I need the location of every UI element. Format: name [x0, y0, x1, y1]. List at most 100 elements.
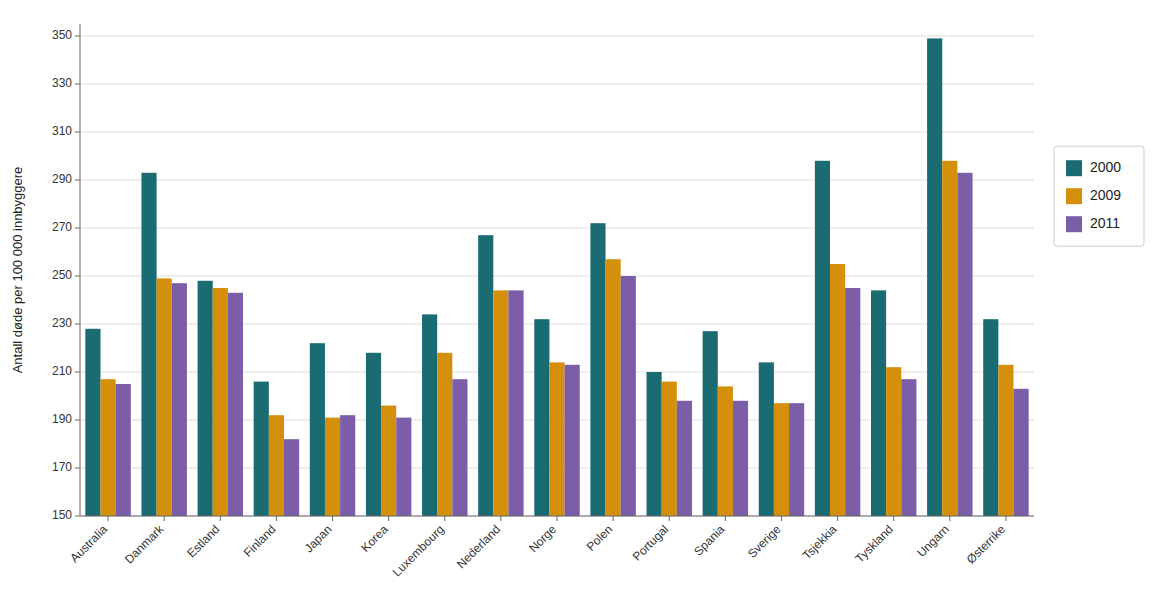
x-tick [220, 516, 221, 521]
grid-line [80, 36, 1034, 37]
x-tick [781, 516, 782, 521]
y-tick-label: 230 [52, 316, 72, 330]
x-tick-label: Nederland [454, 522, 503, 571]
grid-line [80, 180, 1034, 181]
y-tick [75, 468, 80, 469]
x-tick-label: Norge [526, 522, 559, 555]
bar [733, 401, 748, 516]
chart-container: 150170190210230250270290310330350Austral… [0, 0, 1164, 616]
x-tick-label: Danmark [122, 522, 167, 567]
y-tick [75, 84, 80, 85]
x-tick [500, 516, 501, 521]
legend-frame [1054, 146, 1144, 246]
grid-line [80, 228, 1034, 229]
bar [141, 173, 156, 516]
x-tick-label: Tyskland [852, 522, 895, 565]
y-tick [75, 180, 80, 181]
y-tick-label: 210 [52, 364, 72, 378]
chart-svg: 150170190210230250270290310330350Austral… [0, 0, 1164, 616]
bar [590, 223, 605, 516]
legend-label: 2009 [1090, 187, 1121, 203]
grid-line [80, 84, 1034, 85]
grid-line [80, 132, 1034, 133]
bar [886, 367, 901, 516]
bar [157, 278, 172, 516]
bar [759, 362, 774, 516]
x-tick-label: Korea [358, 522, 391, 555]
x-tick [444, 516, 445, 521]
bar [845, 288, 860, 516]
x-tick-label: Ungarn [914, 522, 952, 560]
y-tick-label: 290 [52, 172, 72, 186]
x-tick [332, 516, 333, 521]
legend: 200020092011 [1054, 146, 1144, 246]
x-tick [613, 516, 614, 521]
x-tick-label: Finland [241, 522, 279, 560]
y-tick-label: 270 [52, 220, 72, 234]
y-tick-label: 330 [52, 76, 72, 90]
bar [254, 382, 269, 516]
y-tick-label: 190 [52, 412, 72, 426]
x-tick [164, 516, 165, 521]
y-tick [75, 36, 80, 37]
bar [957, 173, 972, 516]
bar [85, 329, 100, 516]
bar [381, 406, 396, 516]
y-tick [75, 420, 80, 421]
legend-swatch [1066, 216, 1082, 232]
bar [606, 259, 621, 516]
bar [815, 161, 830, 516]
x-tick [1005, 516, 1006, 521]
x-tick [108, 516, 109, 521]
x-tick-label: Portugal [630, 522, 672, 564]
axes: AustraliaDanmarkEstlandFinlandJapanKorea… [67, 24, 1034, 579]
x-tick-label: Australia [67, 522, 110, 565]
legend-swatch [1066, 160, 1082, 176]
x-tick-label: Sverige [745, 522, 784, 561]
bar [774, 403, 789, 516]
y-tick [75, 324, 80, 325]
bar [927, 38, 942, 516]
bar [662, 382, 677, 516]
bar [789, 403, 804, 516]
bar [621, 276, 636, 516]
bar [549, 362, 564, 516]
bar [213, 288, 228, 516]
x-tick-label: Tsjekkia [800, 522, 840, 562]
y-tick [75, 372, 80, 373]
y-tick-label: 310 [52, 124, 72, 138]
x-tick [837, 516, 838, 521]
y-tick-label: 350 [52, 28, 72, 42]
y-tick-label: 170 [52, 460, 72, 474]
bar [452, 379, 467, 516]
bar [871, 290, 886, 516]
bar [366, 353, 381, 516]
y-tick [75, 132, 80, 133]
y-tick-label: 150 [52, 508, 72, 522]
x-tick [893, 516, 894, 521]
bar [983, 319, 998, 516]
bar [1014, 389, 1029, 516]
bar [718, 386, 733, 516]
y-axis-label: Antall døde per 100 000 innbyggere [10, 167, 25, 374]
x-tick [388, 516, 389, 521]
bar [269, 415, 284, 516]
y-axis-line [80, 24, 81, 516]
bar [437, 353, 452, 516]
legend-label: 2011 [1090, 215, 1120, 231]
bar [565, 365, 580, 516]
bar [422, 314, 437, 516]
bar [396, 418, 411, 516]
x-tick [557, 516, 558, 521]
bar [100, 379, 115, 516]
bar [508, 290, 523, 516]
bars [85, 38, 1028, 516]
x-tick [276, 516, 277, 521]
bar [310, 343, 325, 516]
bar [534, 319, 549, 516]
x-tick-label: Spania [691, 522, 728, 559]
bar [325, 418, 340, 516]
y-tick [75, 228, 80, 229]
bar [703, 331, 718, 516]
bar [998, 365, 1013, 516]
